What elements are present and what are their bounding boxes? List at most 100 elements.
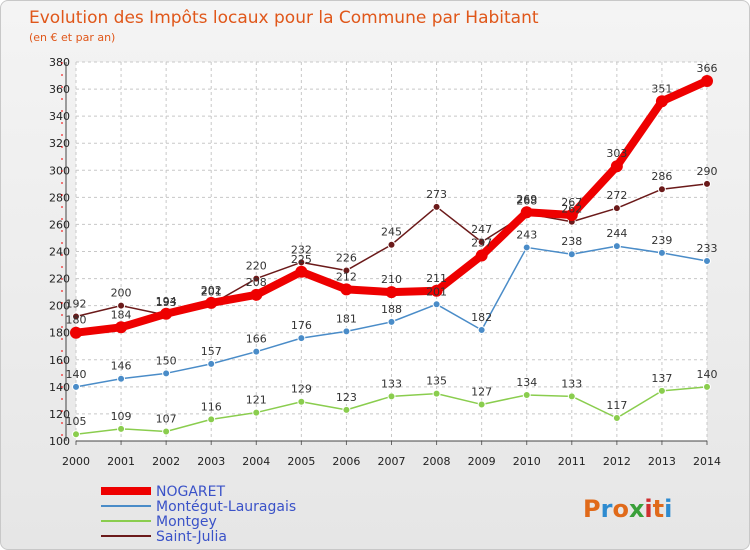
data-point-montgey: [657, 386, 666, 395]
data-label-saint-julia: 286: [651, 170, 672, 183]
legend-label-montgey: Montgey: [156, 514, 217, 530]
data-label-montgey: 107: [156, 413, 177, 426]
y-tick-label: 160: [49, 354, 70, 367]
data-label-mont-gut-lauragais: 233: [697, 242, 718, 255]
x-tick-label: 2009: [468, 455, 496, 468]
y-tick-label: 140: [49, 381, 70, 394]
legend: NOGARETMontégut-LauragaisMontgeySaint-Ju…: [101, 484, 296, 545]
data-point-mont-gut-lauragais: [252, 347, 261, 356]
data-point-nogaret: [250, 288, 263, 301]
data-label-montgey: 109: [111, 410, 132, 423]
data-label-nogaret: 202: [201, 284, 222, 297]
chart-title: Evolution des Impôts locaux pour la Comm…: [29, 8, 539, 28]
data-point-nogaret: [655, 95, 668, 108]
x-tick-label: 2014: [693, 455, 721, 468]
data-point-montgey: [252, 408, 261, 417]
data-label-nogaret: 194: [156, 295, 177, 308]
y-tick-label: 120: [49, 408, 70, 421]
data-point-mont-gut-lauragais: [612, 242, 621, 251]
data-point-montgey: [703, 382, 711, 391]
y-tick-label: 200: [49, 300, 70, 313]
data-label-saint-julia: 262: [561, 203, 582, 216]
y-tick-label: 380: [49, 56, 70, 69]
x-tick-label: 2008: [423, 455, 451, 468]
data-point-nogaret: [430, 284, 443, 297]
data-point-montgey: [297, 397, 306, 406]
y-tick-label: 260: [49, 218, 70, 231]
data-label-nogaret: 210: [381, 273, 402, 286]
data-point-nogaret: [70, 326, 82, 339]
data-label-montgey: 140: [697, 368, 718, 381]
y-tick-label: 320: [49, 137, 70, 150]
data-point-saint-julia: [612, 204, 621, 213]
data-label-montgey: 135: [426, 375, 447, 388]
data-label-saint-julia: 247: [471, 223, 492, 236]
data-label-saint-julia: 193: [156, 296, 177, 309]
data-label-mont-gut-lauragais: 188: [381, 303, 402, 316]
data-label-montgey: 133: [561, 377, 582, 390]
data-label-nogaret: 225: [291, 253, 312, 266]
x-tick-label: 2006: [332, 455, 360, 468]
data-label-mont-gut-lauragais: 239: [651, 234, 672, 247]
y-tick-label: 100: [49, 435, 70, 448]
data-point-mont-gut-lauragais: [207, 359, 216, 368]
logo-letter: t: [653, 495, 664, 523]
data-point-saint-julia: [432, 202, 441, 211]
data-point-saint-julia: [477, 238, 486, 247]
data-label-mont-gut-lauragais: 166: [246, 333, 267, 346]
data-point-nogaret: [565, 208, 578, 221]
x-tick-label: 2000: [62, 455, 90, 468]
x-tick-label: 2001: [107, 455, 135, 468]
data-label-montgey: 105: [66, 415, 87, 428]
legend-label-saint-julia: Saint-Julia: [156, 529, 227, 545]
data-label-saint-julia: 201: [201, 285, 222, 298]
data-point-montgey: [387, 392, 396, 401]
data-point-montgey: [477, 400, 486, 409]
data-label-saint-julia: 272: [606, 189, 627, 202]
logo-letter: i: [644, 495, 652, 523]
x-tick-label: 2012: [603, 455, 631, 468]
data-point-nogaret: [340, 283, 353, 296]
data-point-montgey: [117, 424, 126, 433]
data-point-nogaret: [610, 160, 623, 173]
data-point-montgey: [567, 392, 576, 401]
logo-letter: P: [583, 495, 601, 523]
data-label-montgey: 121: [246, 394, 267, 407]
data-label-montgey: 129: [291, 383, 312, 396]
logo-letter: r: [601, 495, 613, 523]
data-label-montgey: 123: [336, 391, 357, 404]
data-point-mont-gut-lauragais: [387, 317, 396, 326]
data-point-mont-gut-lauragais: [703, 256, 711, 265]
data-point-nogaret: [160, 307, 173, 320]
data-label-mont-gut-lauragais: 150: [156, 354, 177, 367]
data-label-mont-gut-lauragais: 181: [336, 312, 357, 325]
data-label-mont-gut-lauragais: 244: [606, 227, 627, 240]
data-label-saint-julia: 268: [516, 195, 537, 208]
data-point-mont-gut-lauragais: [72, 382, 80, 391]
proxiti-logo: Proxiti: [583, 495, 672, 523]
series-lines: [70, 74, 713, 439]
data-point-nogaret: [475, 249, 488, 262]
data-point-mont-gut-lauragais: [567, 250, 576, 259]
data-point-saint-julia: [387, 240, 396, 249]
y-tick-label: 300: [49, 164, 70, 177]
y-tick-label: 280: [49, 191, 70, 204]
data-point-mont-gut-lauragais: [432, 300, 441, 309]
y-tick-label: 240: [49, 246, 70, 259]
data-point-saint-julia: [342, 266, 351, 275]
axes: 1001201401601802002202402602803003203403…: [49, 56, 721, 468]
data-label-mont-gut-lauragais: 146: [111, 360, 132, 373]
data-point-saint-julia: [657, 185, 666, 194]
data-point-nogaret: [205, 296, 218, 309]
x-tick-label: 2003: [197, 455, 225, 468]
data-label-montgey: 127: [471, 385, 492, 398]
x-tick-label: 2004: [242, 455, 270, 468]
data-label-nogaret: 184: [111, 308, 132, 321]
data-label-montgey: 133: [381, 377, 402, 390]
data-label-montgey: 117: [606, 399, 627, 412]
data-label-nogaret: 237: [471, 237, 492, 250]
data-point-saint-julia: [252, 274, 261, 283]
grid: [75, 61, 708, 442]
